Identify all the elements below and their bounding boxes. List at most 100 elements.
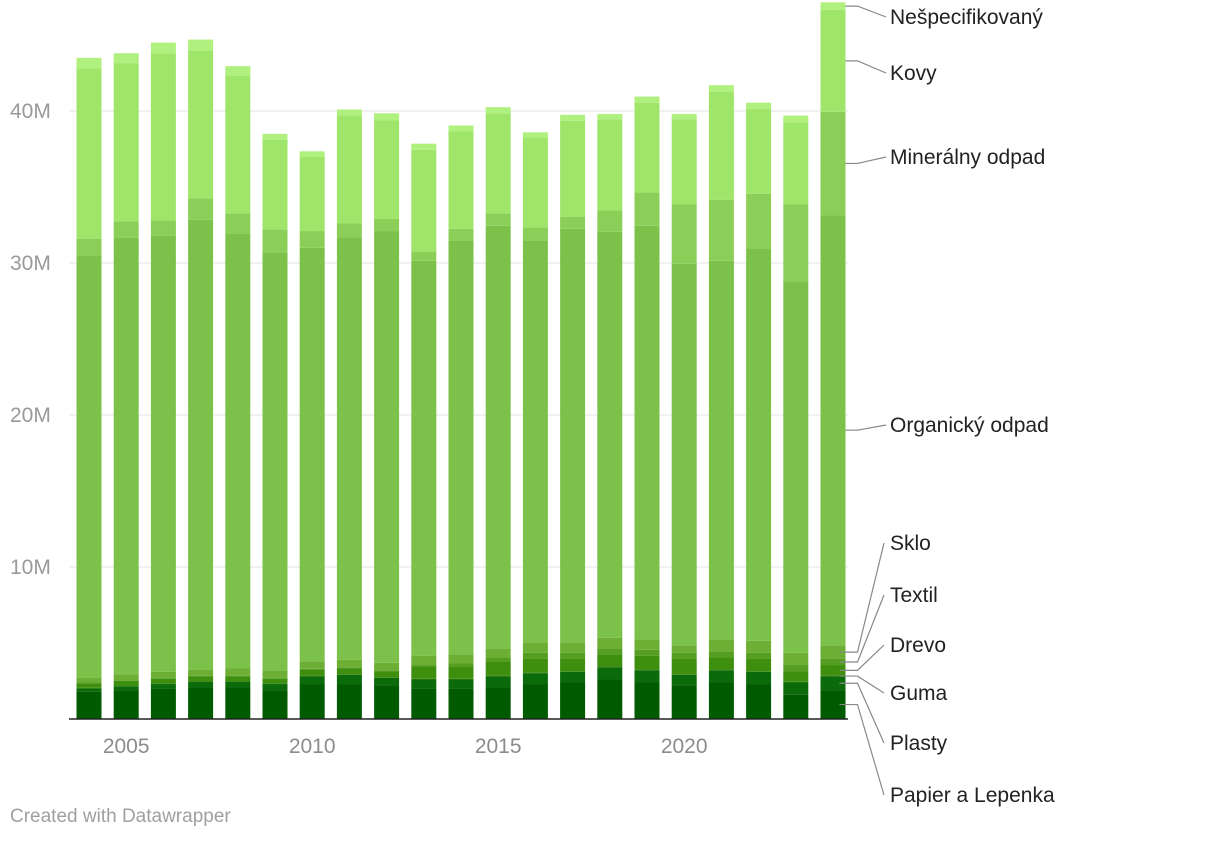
series-label: Sklo xyxy=(890,532,931,555)
bar-segment xyxy=(262,678,288,684)
bar-segment xyxy=(522,227,548,241)
bar-segment xyxy=(820,215,846,646)
bar-segment xyxy=(522,673,548,685)
bar-segment xyxy=(820,676,846,691)
bar-segment xyxy=(76,682,102,684)
bar-segment xyxy=(522,684,548,719)
y-tick-label: 40M xyxy=(10,100,51,123)
bar-segment xyxy=(113,686,139,691)
bar-segment xyxy=(485,107,511,114)
bar-segment xyxy=(448,679,474,689)
bar-segment xyxy=(188,681,214,688)
bar-segment xyxy=(299,247,325,662)
bar-segment xyxy=(76,68,102,239)
bar-segment xyxy=(411,679,437,689)
series-label: Textil xyxy=(890,584,938,607)
bar-segment xyxy=(783,682,809,695)
bar-segment xyxy=(560,114,586,121)
bar-segment xyxy=(336,667,362,669)
bar-segment xyxy=(336,674,362,685)
bar-segment xyxy=(76,677,102,683)
bar-segment xyxy=(746,193,772,249)
bar-segment xyxy=(225,213,251,234)
bar-segment xyxy=(411,149,437,252)
bar-segment xyxy=(448,131,474,229)
bar-segment xyxy=(522,652,548,659)
bar-segment xyxy=(597,231,623,638)
bar-segment xyxy=(188,681,214,682)
bar-segment xyxy=(150,678,176,684)
bar-segment xyxy=(448,663,474,667)
bar-segment xyxy=(820,658,846,666)
bar-segment xyxy=(634,682,660,719)
bar-segment xyxy=(597,210,623,232)
x-tick-label: 2015 xyxy=(475,735,522,758)
bar-segment xyxy=(411,678,437,680)
bar-segment xyxy=(225,75,251,214)
bar-segment xyxy=(522,132,548,138)
bar-segment xyxy=(783,681,809,683)
bar-segment xyxy=(485,675,511,677)
bar-segment xyxy=(225,687,251,719)
bar-segment xyxy=(299,684,325,719)
bar-segment xyxy=(560,658,586,672)
bar-segment xyxy=(448,654,474,664)
bar-segment xyxy=(225,233,251,669)
bar-segment xyxy=(76,687,102,689)
bar-segment xyxy=(671,674,697,686)
bar-segment xyxy=(634,102,660,193)
bar-segment xyxy=(708,682,734,719)
y-tick-label: 10M xyxy=(10,556,51,579)
series-label: Organický odpad xyxy=(890,414,1049,437)
bar-segment xyxy=(225,681,251,682)
bar-segment xyxy=(485,648,511,658)
bar-segment xyxy=(485,662,511,676)
bar-segment xyxy=(522,658,548,673)
bar-segment xyxy=(560,228,586,643)
bar-segment xyxy=(746,640,772,653)
bar-segment xyxy=(671,204,697,264)
bar-segment xyxy=(522,240,548,643)
series-label: Plasty xyxy=(890,732,948,755)
bar-segment xyxy=(597,637,623,649)
bar-segment xyxy=(560,642,586,653)
bar-segment xyxy=(634,655,660,670)
bar-segment xyxy=(597,119,623,211)
leader-line xyxy=(845,156,887,165)
bar-segment xyxy=(299,676,325,685)
bar-segment xyxy=(634,649,660,656)
bar-segment xyxy=(783,652,809,666)
bar-segment xyxy=(597,648,623,655)
bar-segment xyxy=(708,85,734,92)
bar-segment xyxy=(113,685,139,687)
bar-segment xyxy=(448,678,474,680)
bar-segment xyxy=(411,260,437,656)
bar-segment xyxy=(560,671,586,683)
bar-segment xyxy=(448,688,474,719)
bar-segment xyxy=(225,681,251,688)
series-label: Nešpecifikovaný xyxy=(890,6,1043,29)
bar-segment xyxy=(708,260,734,640)
bar-segment xyxy=(448,666,474,679)
bar-segment xyxy=(188,676,214,681)
bar-segment xyxy=(708,670,734,683)
bar-segment xyxy=(708,199,734,261)
bar-segment xyxy=(76,683,102,688)
bar-segment xyxy=(634,96,660,103)
bar-segment xyxy=(485,657,511,662)
bar-segment xyxy=(113,221,139,238)
bar-segment xyxy=(597,667,623,680)
bar-segment xyxy=(634,670,660,683)
bar-segment xyxy=(671,114,697,120)
bar-segment xyxy=(708,92,734,200)
bar-segment xyxy=(783,671,809,682)
bar-segment xyxy=(671,652,697,659)
leader-line xyxy=(839,644,885,671)
bar-segment xyxy=(671,658,697,675)
bar-segment xyxy=(336,659,362,668)
bar-segment xyxy=(671,674,697,675)
bar-segment xyxy=(671,645,697,653)
bar-segment xyxy=(188,669,214,676)
series-labels: Papier a Lepenka Plasty Guma Drevo Textil Skl… xyxy=(839,5,1055,807)
